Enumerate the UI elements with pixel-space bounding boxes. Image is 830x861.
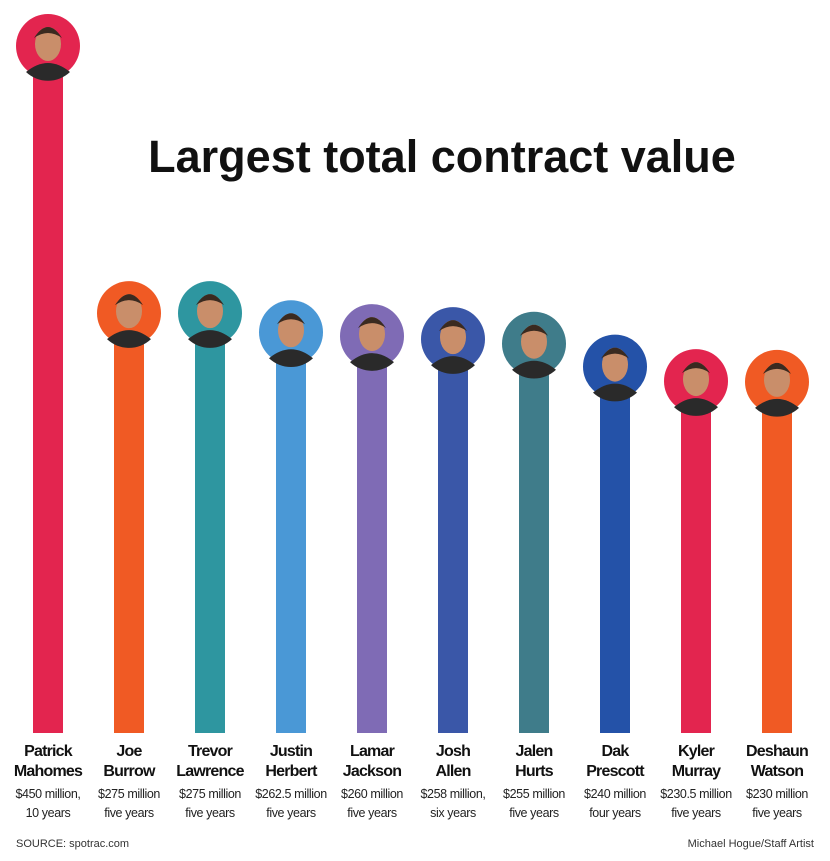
contract-value: $450 million,: [15, 787, 81, 801]
source: SOURCE: spotrac.com: [16, 838, 130, 850]
contract-value: $275 million: [98, 787, 160, 801]
contract-value: $275 million: [179, 787, 241, 801]
player-hair: [682, 362, 710, 374]
player-jersey: [107, 330, 151, 348]
player-jersey: [593, 383, 637, 402]
bar: [195, 313, 225, 733]
contract-term: five years: [671, 806, 721, 820]
player-face: [359, 317, 385, 352]
player-face: [35, 27, 61, 61]
player-name: Patrick Mahomes: [13, 743, 83, 780]
bar: [600, 366, 630, 733]
player-name: Joe Burrow: [103, 743, 155, 780]
contract-value: $240 million: [584, 787, 646, 801]
player-jersey: [350, 353, 394, 371]
player-hair: [763, 362, 791, 374]
contract-term: five years: [266, 806, 316, 820]
player-hair: [520, 324, 548, 336]
player-hair: [358, 317, 386, 329]
bar: [114, 313, 144, 733]
bar: [681, 381, 711, 733]
bar: [762, 381, 792, 733]
player-face: [764, 362, 790, 397]
bar: [357, 336, 387, 733]
player-name: Deshaun Watson: [746, 743, 809, 780]
player-name: Trevor Lawrence: [176, 743, 244, 780]
player-name: Josh Allen: [435, 743, 471, 780]
player-face: [278, 313, 304, 348]
contract-term: five years: [104, 806, 154, 820]
bar: [438, 339, 468, 733]
player-hair: [196, 294, 224, 306]
player-hair: [34, 27, 62, 38]
player-jersey: [431, 356, 475, 374]
contract-value: $230 million: [746, 787, 808, 801]
contract-term: five years: [347, 806, 397, 820]
player-face: [197, 294, 223, 329]
player-jersey: [26, 63, 70, 81]
player-jersey: [269, 349, 313, 368]
player-hair: [277, 313, 305, 325]
player-name: Lamar Jackson: [342, 743, 402, 780]
player-name: Justin Herbert: [265, 743, 317, 780]
contract-term: five years: [509, 806, 559, 820]
contract-term: six years: [430, 806, 476, 820]
player-face: [116, 294, 142, 329]
contract-value: $260 million: [341, 787, 403, 801]
player-jersey: [188, 330, 232, 348]
player-name: Jalen Hurts: [515, 743, 554, 780]
contract-value: $255 million: [503, 787, 565, 801]
player-hair: [115, 294, 143, 306]
bar: [33, 46, 63, 733]
player-name: Kyler Murray: [671, 743, 721, 780]
contract-value: $230.5 million: [660, 787, 732, 801]
player-jersey: [512, 360, 556, 379]
contract-value: $258 million,: [420, 787, 486, 801]
contract-term: five years: [185, 806, 235, 820]
contract-term: five years: [752, 806, 802, 820]
contract-term: four years: [589, 806, 641, 820]
bar: [519, 343, 549, 733]
player-face: [440, 320, 466, 355]
player-face: [683, 362, 709, 397]
player-jersey: [674, 398, 718, 416]
contract-value: $262.5 million: [255, 787, 327, 801]
chart-title: Largest total contract value: [148, 131, 736, 182]
credit: Michael Hogue/Staff Artist: [687, 838, 814, 850]
player-face: [521, 324, 547, 359]
player-hair: [601, 347, 629, 359]
contract-term: 10 years: [25, 806, 71, 820]
player-face: [602, 347, 628, 382]
bar: [276, 332, 306, 733]
player-hair: [439, 320, 467, 332]
player-jersey: [755, 398, 799, 417]
player-name: Dak Prescott: [586, 743, 644, 780]
